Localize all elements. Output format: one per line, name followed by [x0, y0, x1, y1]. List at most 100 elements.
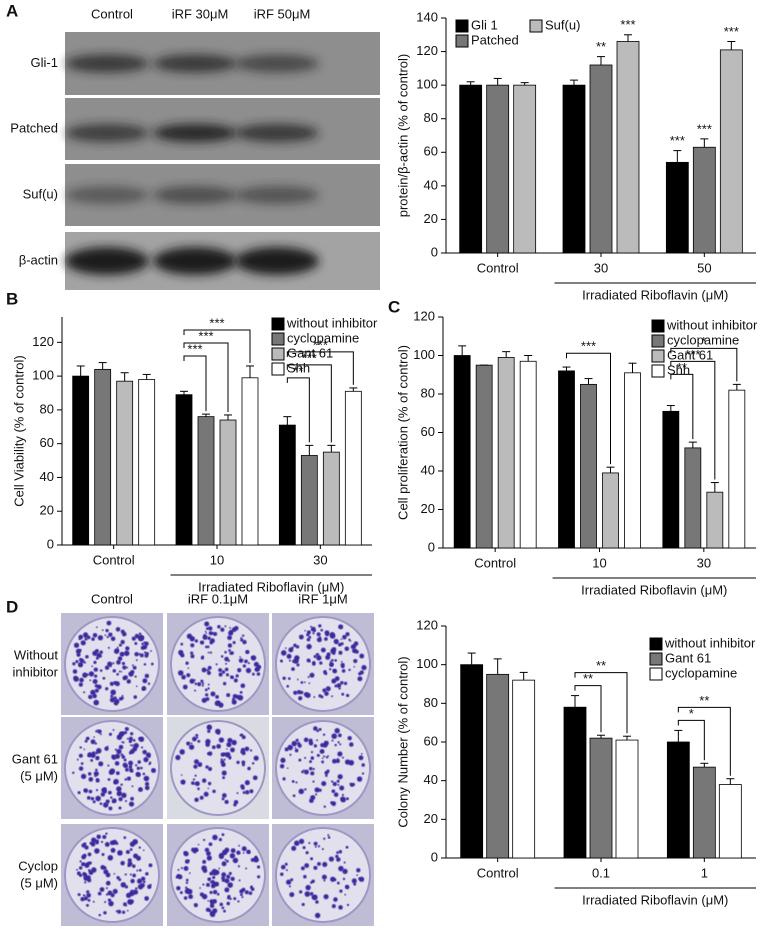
- colony: [317, 845, 321, 848]
- colony: [189, 872, 191, 875]
- colony: [358, 672, 362, 676]
- comparison-bracket: [286, 377, 310, 443]
- legend-label: cyclopamine: [665, 665, 737, 680]
- colony: [321, 848, 324, 851]
- bar: [219, 419, 237, 546]
- colony: [310, 771, 315, 776]
- colony: [108, 806, 113, 811]
- comparison-bracket: [286, 351, 354, 385]
- colony: [124, 652, 128, 655]
- colony: [98, 913, 101, 917]
- dish: [275, 616, 371, 712]
- colony: [341, 669, 346, 673]
- colony: [181, 674, 186, 680]
- colony: [201, 865, 207, 871]
- colony: [301, 902, 305, 907]
- colony: [315, 652, 320, 657]
- y-tick-label: 40: [424, 772, 438, 787]
- colony: [308, 635, 312, 639]
- x-tick-label: Control: [474, 555, 516, 570]
- colony: [97, 891, 102, 896]
- colony: [191, 781, 195, 785]
- colony: [199, 892, 205, 897]
- bar: [615, 739, 639, 859]
- colony: [204, 688, 208, 692]
- legend-label: without inhibitor: [666, 317, 758, 332]
- colony: [207, 651, 210, 654]
- legend-swatch: [649, 637, 663, 651]
- colony: [104, 842, 110, 847]
- colony: [188, 894, 194, 900]
- colony: [298, 634, 304, 640]
- bar: [558, 370, 575, 549]
- colony: [121, 696, 124, 700]
- colony: [351, 878, 357, 884]
- y-tick-label: 80: [40, 401, 54, 416]
- colony: [230, 651, 234, 655]
- colony: [285, 869, 288, 872]
- colony: [318, 624, 322, 628]
- legend-swatch: [455, 19, 469, 33]
- colony: [221, 797, 225, 801]
- colony: [86, 903, 89, 907]
- colony: [144, 896, 149, 901]
- colony: [345, 632, 350, 637]
- colony: [342, 634, 347, 640]
- blot-band: [65, 54, 149, 73]
- colony: [105, 628, 109, 633]
- colony: [142, 772, 146, 776]
- colony: [315, 793, 318, 796]
- y-tick-label: 80: [424, 110, 438, 125]
- colony: [221, 793, 227, 798]
- colony: [333, 878, 337, 882]
- colony: [90, 752, 96, 758]
- colony: [110, 694, 114, 698]
- colony: [118, 806, 122, 810]
- colony: [338, 865, 344, 872]
- colony: [194, 639, 199, 643]
- colony: [310, 857, 314, 861]
- x-tick-label: Control: [477, 260, 519, 275]
- colony: [224, 656, 229, 662]
- colony: [224, 667, 229, 672]
- colony: [321, 757, 324, 760]
- colony: [331, 733, 337, 739]
- colony: [91, 637, 95, 641]
- colony: [177, 868, 180, 871]
- colony: [151, 768, 156, 773]
- colony: [295, 738, 299, 742]
- colony: [110, 636, 116, 642]
- colony: [190, 638, 193, 641]
- colony: [208, 842, 213, 847]
- colony: [138, 736, 145, 742]
- colony: [323, 805, 326, 808]
- colony: [124, 873, 127, 876]
- colony: [343, 861, 346, 864]
- colony: [118, 796, 123, 802]
- x-tick-label: 30: [594, 260, 608, 275]
- colony: [313, 726, 318, 731]
- colony: [125, 646, 130, 651]
- colony: [238, 879, 241, 882]
- colony: [115, 771, 120, 776]
- colony: [361, 772, 365, 775]
- legend-label: Shh: [667, 362, 690, 377]
- colony: [99, 887, 105, 892]
- colony: [190, 651, 194, 655]
- colony: [93, 771, 99, 777]
- colony: [218, 702, 224, 708]
- colony: [219, 902, 224, 907]
- colony: [331, 904, 336, 909]
- colony: [340, 680, 344, 685]
- y-tick-label: 80: [424, 695, 438, 710]
- y-tick-label: 40: [424, 177, 438, 192]
- colony: [186, 673, 191, 678]
- colony: [127, 899, 132, 905]
- colony: [282, 676, 286, 680]
- colony: [210, 879, 215, 885]
- colony: [299, 690, 304, 695]
- colony: [112, 662, 115, 665]
- y-tick-label: 100: [416, 77, 438, 92]
- bar: [486, 84, 510, 254]
